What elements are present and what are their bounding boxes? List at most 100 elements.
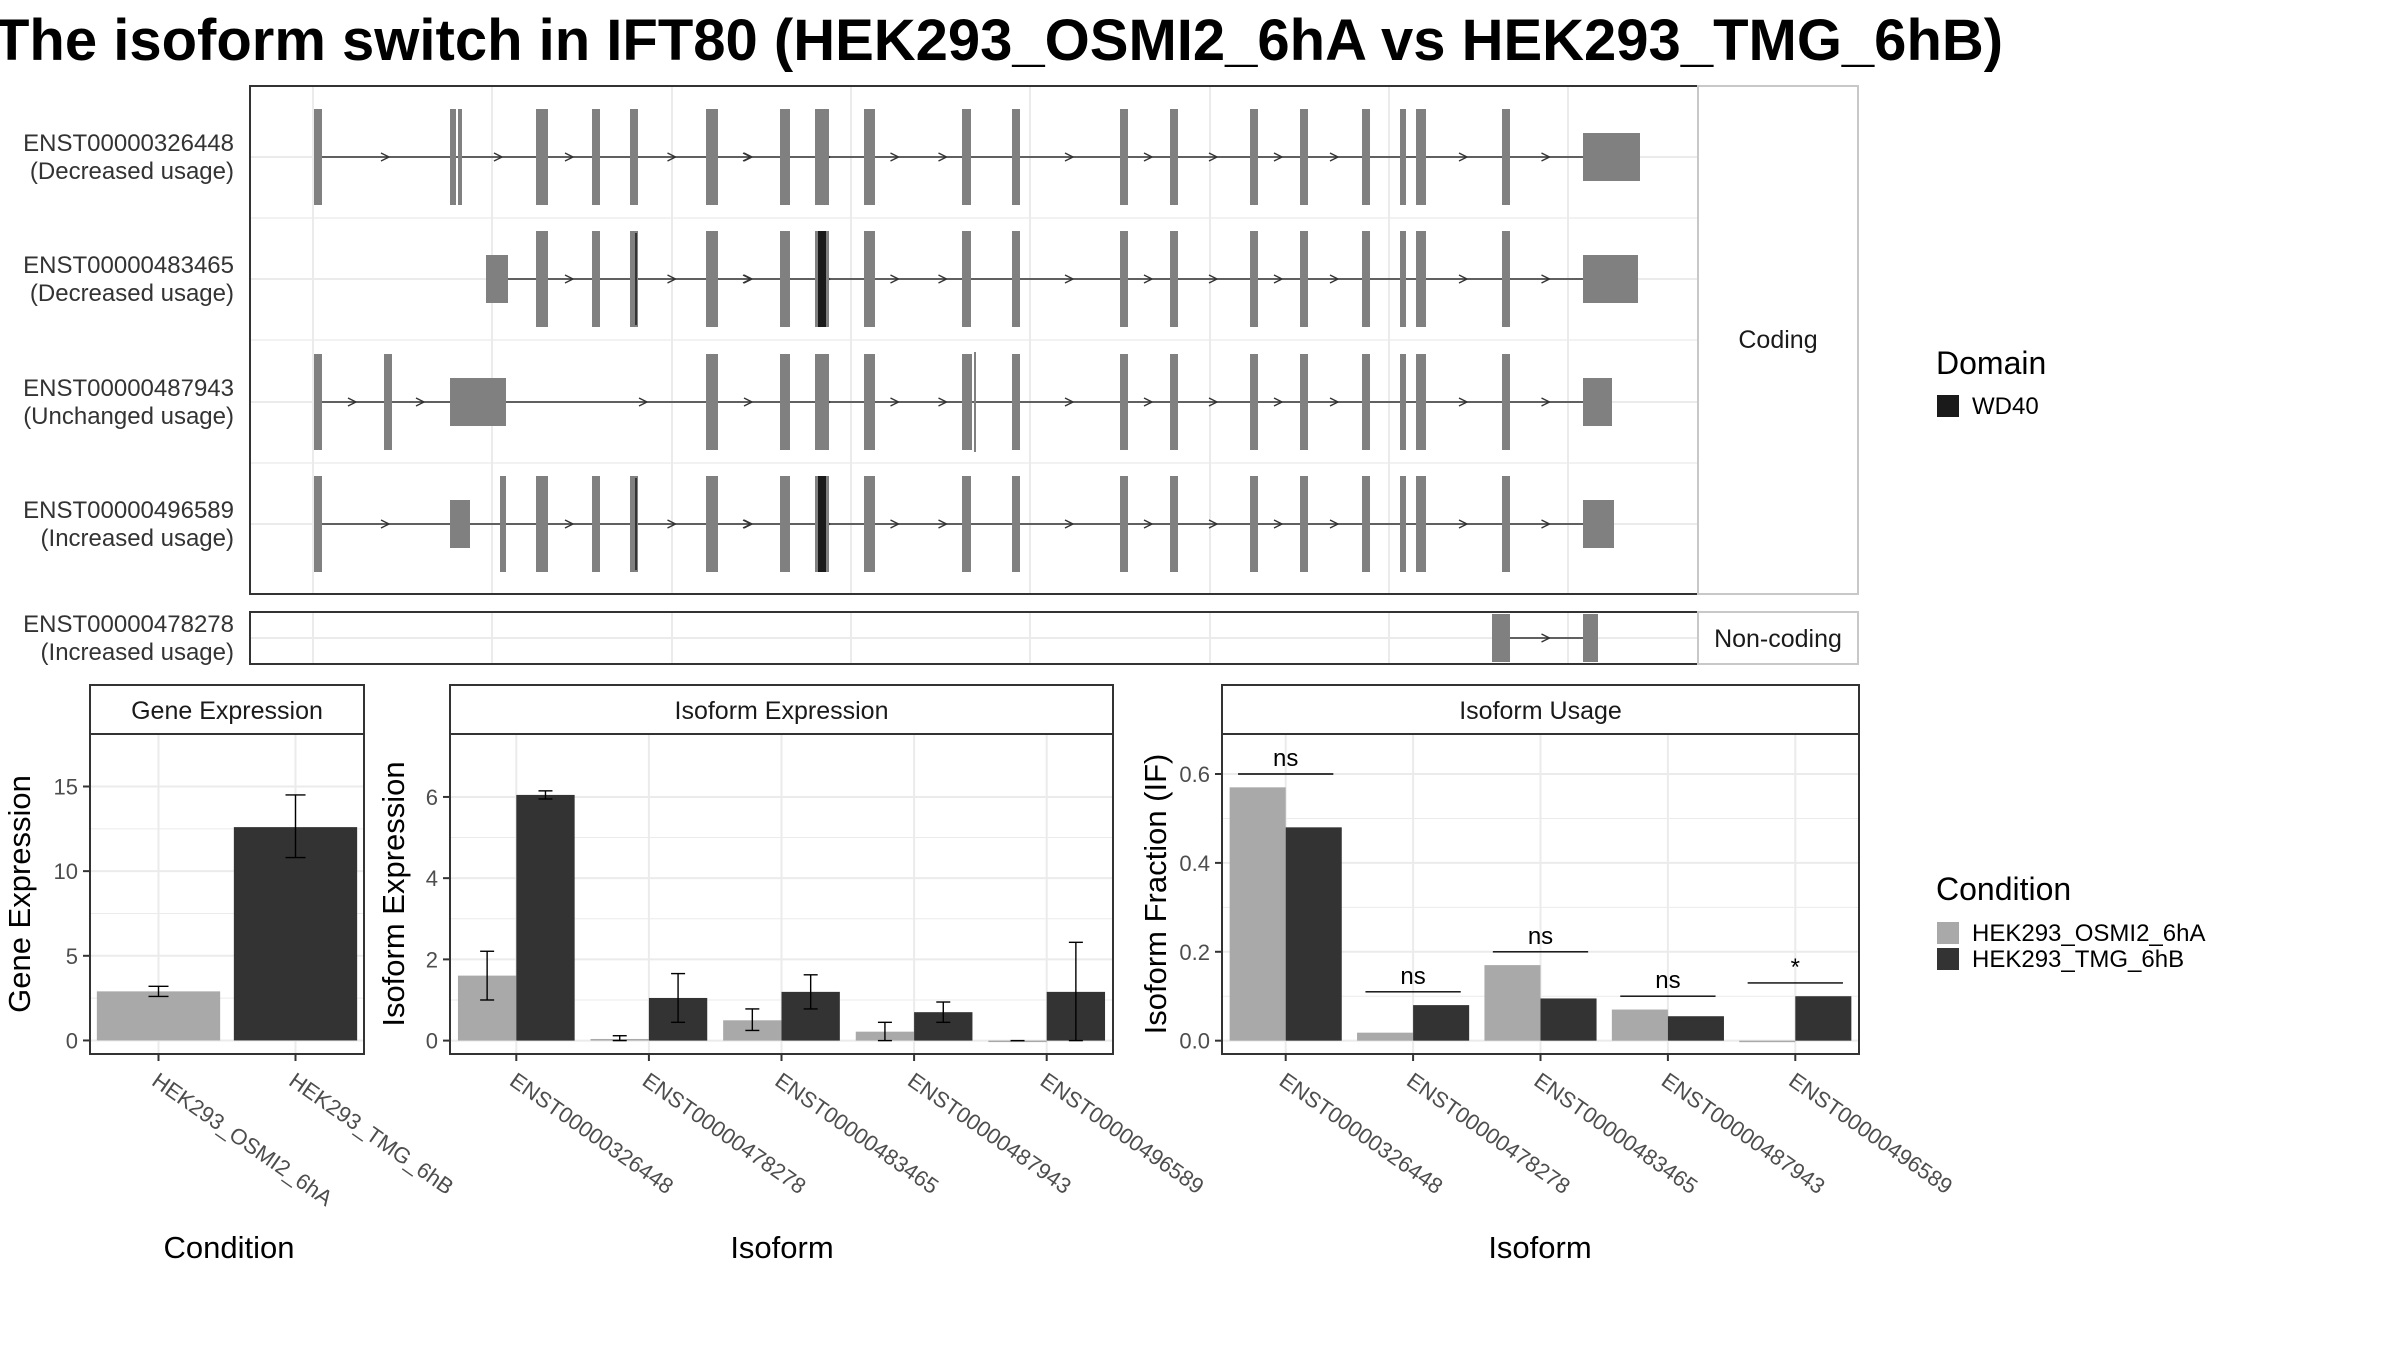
exon	[864, 354, 875, 450]
y-tick-label: 0.6	[1179, 762, 1210, 787]
exon	[1416, 109, 1426, 205]
domain-legend-label: WD40	[1972, 393, 2039, 420]
exon	[962, 476, 971, 572]
intron-direction-arrow	[1273, 274, 1284, 284]
exon	[1583, 500, 1614, 548]
bar	[516, 794, 575, 1041]
intron-direction-arrow	[1329, 519, 1340, 529]
transcript-id-label: ENST00000487943	[23, 375, 234, 402]
significance-label: ns	[1273, 745, 1298, 772]
exon	[630, 231, 638, 327]
exon	[780, 109, 790, 205]
exon	[592, 231, 600, 327]
exon	[1416, 231, 1426, 327]
exon	[630, 109, 638, 205]
intron-direction-arrow	[1064, 519, 1075, 529]
exon	[500, 476, 506, 572]
y-tick-label: 0.0	[1179, 1029, 1210, 1054]
exon	[1502, 231, 1510, 327]
intron-direction-arrow	[890, 274, 901, 284]
bar	[1739, 1040, 1796, 1043]
x-axis-title: Isoform	[730, 1230, 833, 1265]
panel-strip	[449, 684, 1114, 735]
domain-legend-swatch	[1937, 395, 1959, 417]
y-tick-label: 0.4	[1179, 851, 1210, 876]
legend: Domain WD40 Condition HEK293_OSMI2_6hAHEK29…	[1936, 345, 2205, 973]
condition-legend-swatch	[1937, 922, 1959, 944]
y-tick-label: 0	[66, 1028, 78, 1053]
exon	[592, 109, 600, 205]
intron-direction-arrow	[1208, 397, 1219, 407]
exon	[1583, 255, 1638, 303]
exon	[1502, 109, 1510, 205]
panel-strip-title: Isoform Usage	[1459, 697, 1622, 725]
wd40-domain	[818, 231, 826, 327]
transcript-status-label: (Decreased usage)	[30, 280, 234, 307]
bar	[1795, 996, 1852, 1041]
exon	[1170, 231, 1178, 327]
bar	[1484, 965, 1541, 1041]
intron-direction-arrow	[890, 397, 901, 407]
exon	[592, 476, 600, 572]
intron-direction-arrow	[743, 274, 754, 284]
exon	[864, 109, 875, 205]
exon	[314, 476, 322, 572]
x-axis-title: Condition	[164, 1230, 295, 1265]
intron-direction-arrow	[1541, 519, 1552, 529]
exon	[1400, 476, 1406, 572]
exon	[1492, 614, 1510, 662]
exon	[962, 354, 972, 450]
intron-direction-arrow	[1143, 397, 1154, 407]
exon	[1416, 354, 1426, 450]
exon	[864, 231, 875, 327]
exon	[1120, 476, 1128, 572]
exon	[314, 354, 322, 450]
intron-direction-arrow	[938, 519, 949, 529]
intron-direction-arrow	[1329, 152, 1340, 162]
exon	[1583, 614, 1598, 662]
intron-direction-arrow	[1541, 274, 1552, 284]
intron-direction-arrow	[347, 397, 358, 407]
transcript-id-label: ENST00000483465	[23, 252, 234, 279]
exon	[1400, 109, 1406, 205]
exon	[1583, 378, 1612, 426]
exon	[706, 231, 718, 327]
y-tick-label: 0	[426, 1029, 438, 1054]
intron-direction-arrow	[938, 274, 949, 284]
exon	[1300, 231, 1308, 327]
domain-legend-title: Domain	[1936, 345, 2046, 381]
chart-1: Isoform Expression0246ENST00000326448ENS…	[376, 684, 1208, 1265]
intron-direction-arrow	[743, 397, 754, 407]
intron-direction-arrow	[1329, 397, 1340, 407]
coding-strip	[1697, 85, 1859, 595]
exon	[1170, 354, 1178, 450]
intron-direction-arrow	[1458, 397, 1469, 407]
condition-legend-swatch	[1937, 948, 1959, 970]
exon	[1300, 354, 1308, 450]
exon	[384, 354, 392, 450]
intron-direction-arrow	[1064, 152, 1075, 162]
intron-direction-arrow	[667, 519, 678, 529]
transcript-status-label: (Decreased usage)	[30, 158, 234, 185]
exon	[706, 354, 718, 450]
exon	[536, 476, 548, 572]
panel-strip-title: Gene Expression	[131, 697, 323, 725]
expression-charts: Gene Expression051015HEK293_OSMI2_6hAHEK…	[2, 684, 1957, 1265]
exon	[1400, 231, 1406, 327]
exon	[780, 231, 790, 327]
exon	[1300, 109, 1308, 205]
exon	[630, 476, 638, 572]
intron-direction-arrow	[890, 152, 901, 162]
exon	[1012, 476, 1020, 572]
significance-label: ns	[1528, 923, 1553, 950]
exon	[706, 476, 718, 572]
exon	[1012, 231, 1020, 327]
exon	[450, 500, 470, 548]
exon	[536, 231, 548, 327]
transcript-ENST00000487943	[314, 352, 1612, 452]
intron-direction-arrow	[564, 519, 575, 529]
intron-direction-arrow	[667, 274, 678, 284]
exon	[780, 354, 790, 450]
exon	[458, 109, 462, 205]
exon	[1120, 231, 1128, 327]
